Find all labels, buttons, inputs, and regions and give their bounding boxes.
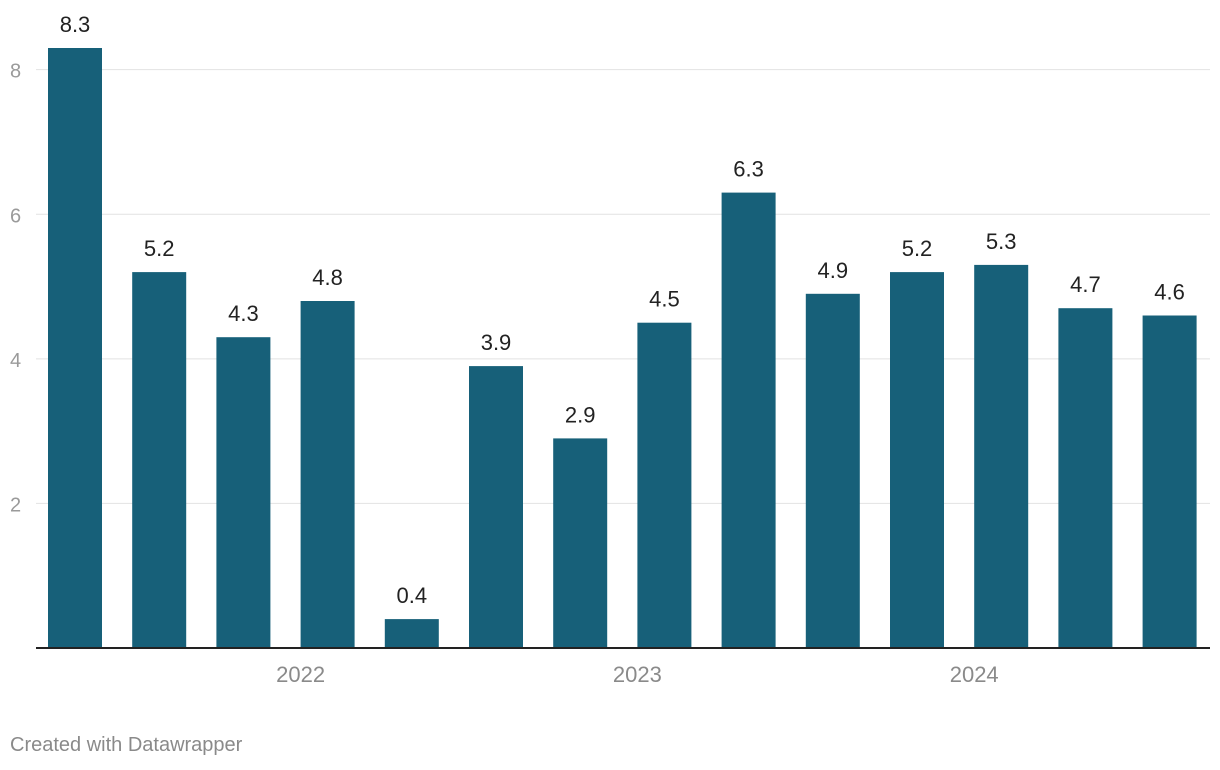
gridlines [36, 69, 1210, 504]
bar-value-label-8: 4.5 [649, 287, 680, 312]
bar-8 [637, 322, 692, 648]
x-year-label-2024: 2024 [950, 662, 999, 687]
bar-14 [1142, 315, 1197, 648]
x-axis-year-labels: 2022 2023 2024 [276, 662, 999, 687]
x-year-label-2023: 2023 [613, 662, 662, 687]
bar-value-label-11: 5.2 [902, 236, 933, 261]
bar-value-label-9: 6.3 [733, 157, 764, 182]
bar-value-label-6: 3.9 [481, 330, 512, 355]
bar-13 [1058, 308, 1113, 648]
bar-5 [384, 619, 439, 648]
bar-value-label-3: 4.3 [228, 301, 259, 326]
bar-9 [721, 192, 776, 648]
bar-4 [300, 301, 355, 648]
bar-value-label-7: 2.9 [565, 402, 596, 427]
y-tick-label: 8 [10, 61, 21, 83]
bar-3 [216, 337, 271, 648]
bar-value-label-14: 4.6 [1154, 280, 1185, 305]
y-tick-label: 2 [10, 494, 21, 516]
datawrapper-credit: Created with Datawrapper [10, 734, 243, 756]
bar-value-label-4: 4.8 [312, 265, 343, 290]
bar-10 [805, 293, 860, 648]
bar-value-label-1: 8.3 [60, 12, 91, 37]
bar-value-label-5: 0.4 [397, 583, 428, 608]
y-tick-label: 4 [10, 350, 21, 372]
bars [48, 48, 1197, 648]
bar-1 [48, 48, 102, 648]
y-axis-ticks: 2 4 6 8 [10, 61, 21, 517]
y-tick-label: 6 [10, 205, 21, 227]
bar-value-label-12: 5.3 [986, 229, 1017, 254]
bar-12 [974, 264, 1029, 648]
bar-6 [469, 366, 523, 648]
x-year-label-2022: 2022 [276, 662, 325, 687]
bar-value-label-13: 4.7 [1070, 272, 1101, 297]
bar-2 [132, 272, 187, 648]
bar-11 [890, 272, 944, 648]
bar-value-label-10: 4.9 [818, 258, 849, 283]
bar-7 [553, 438, 608, 648]
bar-value-label-2: 5.2 [144, 236, 175, 261]
value-labels: 8.3 5.2 4.3 4.8 0.4 3.9 2.9 4.5 6.3 4.9 5.2 5.3 4.7 4… [60, 12, 1185, 608]
